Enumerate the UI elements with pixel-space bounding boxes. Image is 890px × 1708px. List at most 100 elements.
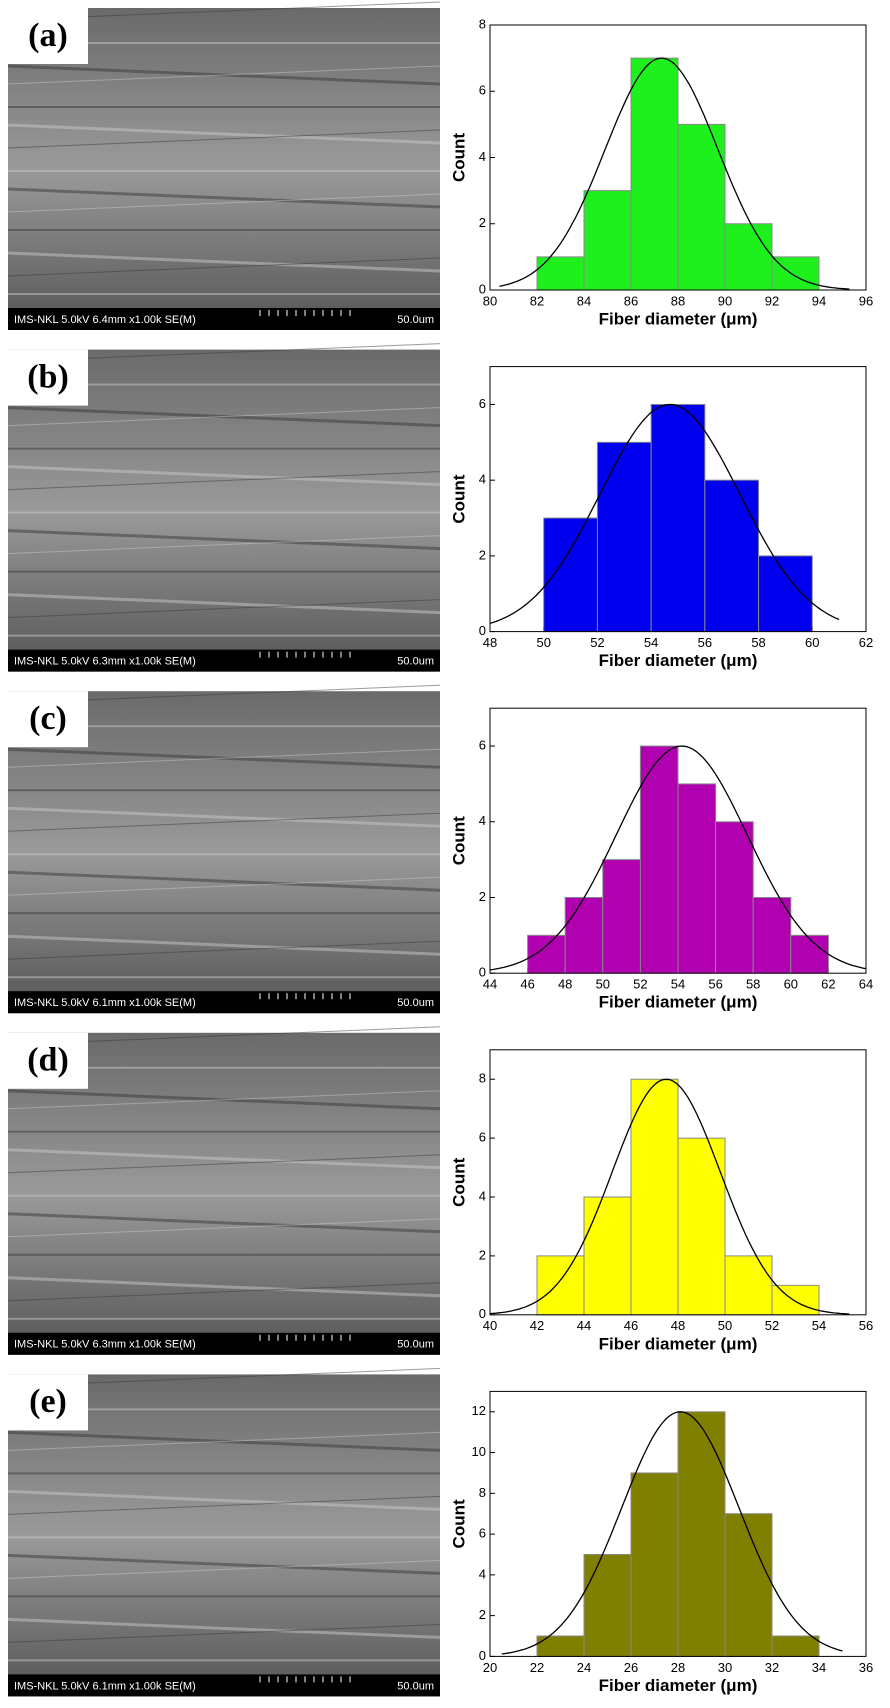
sem-texture xyxy=(7,812,441,832)
x-tick-label: 64 xyxy=(859,977,873,992)
bar xyxy=(536,1255,585,1316)
bar xyxy=(536,256,585,291)
x-tick-label: 48 xyxy=(558,977,572,992)
sem-texture xyxy=(7,1559,441,1579)
x-tick-label: 62 xyxy=(821,977,835,992)
sem-texture xyxy=(7,471,441,491)
x-tick-label: 88 xyxy=(671,293,685,308)
x-tick-label: 90 xyxy=(718,293,732,308)
y-axis-label: Count xyxy=(449,1157,468,1206)
sem-caption: IMS-NKL 5.0kV 6.3mm x1.00k SE(M) xyxy=(14,656,196,668)
x-tick-label: 52 xyxy=(590,635,604,650)
x-tick-label: 20 xyxy=(483,1660,497,1675)
x-tick-label: 82 xyxy=(530,293,544,308)
sem-texture xyxy=(7,1148,441,1170)
bar xyxy=(677,123,726,291)
y-tick-label: 4 xyxy=(479,472,486,487)
y-tick-label: 2 xyxy=(479,1247,486,1262)
y-tick-label: 4 xyxy=(479,1188,486,1203)
y-tick-label: 0 xyxy=(479,623,486,638)
bar xyxy=(771,256,820,291)
fit-curve xyxy=(489,403,840,625)
plot-frame xyxy=(489,366,867,633)
fit-curve xyxy=(489,745,867,971)
y-tick-label: 0 xyxy=(479,1648,486,1663)
panel-label: (e) xyxy=(29,1383,67,1420)
bar xyxy=(724,1513,773,1657)
bar xyxy=(543,517,598,633)
fit-curve xyxy=(499,57,850,290)
bar xyxy=(771,1635,820,1657)
label-box xyxy=(8,8,88,64)
x-tick-label: 54 xyxy=(812,1318,826,1333)
label-box xyxy=(8,349,88,406)
x-tick-label: 80 xyxy=(483,293,497,308)
bar xyxy=(596,441,652,633)
sem-texture xyxy=(7,934,441,956)
sem-texture xyxy=(7,1553,441,1575)
x-tick-label: 60 xyxy=(805,635,819,650)
bar xyxy=(771,1284,820,1316)
sem-texture xyxy=(7,251,441,273)
y-tick-label: 6 xyxy=(479,1130,486,1145)
y-tick-label: 6 xyxy=(479,1526,486,1541)
y-tick-label: 2 xyxy=(479,889,486,904)
sem-texture xyxy=(7,1154,441,1174)
x-axis-label: Fiber diameter (μm) xyxy=(599,1676,758,1695)
sem-texture xyxy=(7,123,441,145)
bar xyxy=(677,1137,726,1316)
y-tick-label: 8 xyxy=(479,16,486,31)
y-tick-label: 4 xyxy=(479,149,486,164)
sem-texture xyxy=(7,1489,441,1511)
x-tick-label: 46 xyxy=(520,977,534,992)
sem-texture xyxy=(7,748,441,768)
x-axis-label: Fiber diameter (μm) xyxy=(599,1334,758,1353)
sem-texture xyxy=(7,193,441,213)
x-axis-label: Fiber diameter (μm) xyxy=(599,651,758,670)
x-tick-label: 60 xyxy=(784,977,798,992)
y-tick-label: 10 xyxy=(472,1444,486,1459)
sem-texture xyxy=(7,1431,441,1451)
sem-texture xyxy=(7,1218,441,1238)
bar xyxy=(677,783,717,974)
y-axis-label: Count xyxy=(449,474,468,523)
x-tick-label: 52 xyxy=(765,1318,779,1333)
label-box xyxy=(8,1374,88,1431)
sem-caption: IMS-NKL 5.0kV 6.1mm x1.00k SE(M) xyxy=(14,1680,196,1692)
y-tick-label: 6 xyxy=(479,396,486,411)
x-tick-label: 52 xyxy=(633,977,647,992)
bar xyxy=(724,223,773,291)
sem-texture xyxy=(7,1623,441,1643)
panel-label: (d) xyxy=(27,1042,69,1079)
y-axis-label: Count xyxy=(449,133,468,182)
y-tick-label: 8 xyxy=(479,1071,486,1086)
plot-frame xyxy=(489,24,867,291)
y-tick-label: 2 xyxy=(479,1607,486,1622)
y-tick-label: 2 xyxy=(479,547,486,562)
sem-texture xyxy=(7,535,441,555)
sem-texture xyxy=(7,806,441,828)
y-axis-label: Count xyxy=(449,1499,468,1548)
x-tick-label: 62 xyxy=(859,635,873,650)
sem-texture xyxy=(7,1212,441,1234)
x-tick-label: 58 xyxy=(751,635,765,650)
label-box xyxy=(8,1032,88,1089)
x-tick-label: 48 xyxy=(483,635,497,650)
sem-texture xyxy=(7,257,441,277)
y-tick-label: 0 xyxy=(479,281,486,296)
bar xyxy=(527,934,566,974)
sem-texture xyxy=(7,407,441,427)
x-tick-label: 34 xyxy=(812,1660,826,1675)
x-tick-label: 56 xyxy=(859,1318,873,1333)
bar xyxy=(583,1553,632,1657)
x-tick-label: 42 xyxy=(530,1318,544,1333)
x-tick-label: 48 xyxy=(671,1318,685,1333)
x-tick-label: 36 xyxy=(859,1660,873,1675)
y-tick-label: 4 xyxy=(479,813,486,828)
sem-texture xyxy=(7,187,441,209)
sem-caption: IMS-NKL 5.0kV 6.3mm x1.00k SE(M) xyxy=(14,1339,196,1351)
bar xyxy=(758,555,813,633)
label-box xyxy=(8,691,88,748)
plot-frame xyxy=(489,707,867,974)
